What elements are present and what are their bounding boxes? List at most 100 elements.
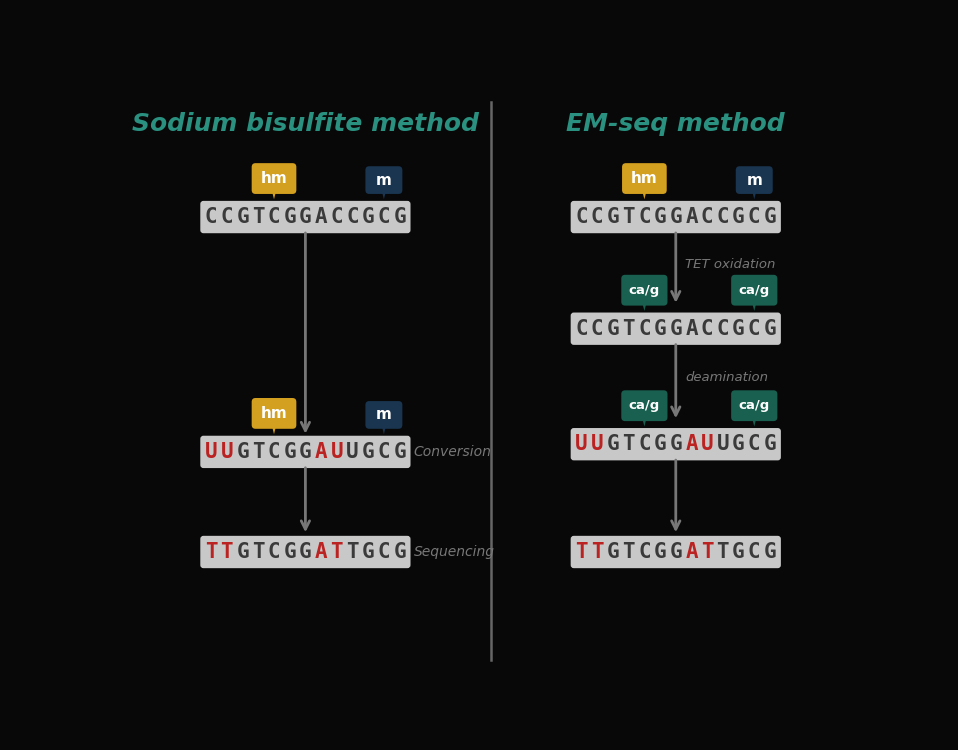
Text: C: C <box>638 542 650 562</box>
Text: G: G <box>732 542 745 562</box>
Text: C: C <box>701 207 714 227</box>
Text: G: G <box>299 207 311 227</box>
Text: T: T <box>623 319 635 339</box>
FancyBboxPatch shape <box>571 428 781 460</box>
Text: deamination: deamination <box>685 371 768 384</box>
Text: C: C <box>638 434 650 454</box>
Polygon shape <box>752 190 757 200</box>
Text: m: m <box>376 172 392 188</box>
Text: U: U <box>717 434 729 454</box>
Text: G: G <box>606 434 619 454</box>
Text: G: G <box>299 542 311 562</box>
FancyBboxPatch shape <box>622 164 667 194</box>
Text: C: C <box>717 207 729 227</box>
Text: hm: hm <box>261 171 287 186</box>
Text: G: G <box>670 319 682 339</box>
Text: TET oxidation: TET oxidation <box>685 257 775 271</box>
Text: T: T <box>346 542 359 562</box>
Text: C: C <box>717 319 729 339</box>
Text: hm: hm <box>261 406 287 421</box>
Polygon shape <box>272 190 276 200</box>
Text: G: G <box>362 442 375 462</box>
Text: C: C <box>331 207 343 227</box>
Text: T: T <box>623 207 635 227</box>
Text: U: U <box>220 442 233 462</box>
Text: ca/g: ca/g <box>739 284 770 297</box>
Text: G: G <box>284 542 296 562</box>
Polygon shape <box>642 302 647 311</box>
FancyBboxPatch shape <box>200 201 411 233</box>
Polygon shape <box>642 417 647 427</box>
FancyBboxPatch shape <box>731 390 777 421</box>
Text: A: A <box>315 442 328 462</box>
Text: C: C <box>220 207 233 227</box>
FancyBboxPatch shape <box>200 536 411 568</box>
Text: ca/g: ca/g <box>628 284 660 297</box>
Polygon shape <box>381 425 386 434</box>
Text: U: U <box>576 434 588 454</box>
Text: m: m <box>376 407 392 422</box>
Text: G: G <box>653 434 667 454</box>
Text: G: G <box>732 319 745 339</box>
Text: A: A <box>315 542 328 562</box>
Text: G: G <box>237 542 249 562</box>
FancyBboxPatch shape <box>200 436 411 468</box>
Text: G: G <box>732 434 745 454</box>
Text: T: T <box>623 542 635 562</box>
Text: G: G <box>764 434 776 454</box>
Text: G: G <box>284 442 296 462</box>
Text: C: C <box>591 207 604 227</box>
Polygon shape <box>642 190 647 200</box>
Text: C: C <box>748 319 761 339</box>
Text: C: C <box>377 442 390 462</box>
Text: T: T <box>717 542 729 562</box>
FancyBboxPatch shape <box>252 398 296 429</box>
Polygon shape <box>381 190 386 200</box>
Text: Sodium bisulfite method: Sodium bisulfite method <box>132 112 479 136</box>
Text: A: A <box>685 207 697 227</box>
Text: T: T <box>205 542 217 562</box>
Text: C: C <box>576 207 588 227</box>
FancyBboxPatch shape <box>252 164 296 194</box>
Text: C: C <box>701 319 714 339</box>
Text: G: G <box>764 542 776 562</box>
Text: T: T <box>252 442 264 462</box>
Text: T: T <box>220 542 233 562</box>
Text: ca/g: ca/g <box>739 399 770 412</box>
Text: C: C <box>267 207 281 227</box>
Text: G: G <box>394 442 406 462</box>
FancyBboxPatch shape <box>571 536 781 568</box>
Text: T: T <box>331 542 343 562</box>
Text: G: G <box>284 207 296 227</box>
Text: G: G <box>653 319 667 339</box>
Text: C: C <box>267 442 281 462</box>
Text: G: G <box>606 542 619 562</box>
Text: U: U <box>591 434 604 454</box>
Text: C: C <box>748 542 761 562</box>
Text: T: T <box>252 207 264 227</box>
Text: C: C <box>267 542 281 562</box>
Text: G: G <box>394 542 406 562</box>
Text: A: A <box>685 542 697 562</box>
Text: G: G <box>237 442 249 462</box>
Text: Sequencing: Sequencing <box>414 545 494 559</box>
Text: A: A <box>685 319 697 339</box>
FancyBboxPatch shape <box>365 166 402 194</box>
Text: EM-seq method: EM-seq method <box>566 112 786 136</box>
FancyBboxPatch shape <box>731 274 777 305</box>
Text: T: T <box>591 542 604 562</box>
Text: G: G <box>237 207 249 227</box>
Text: C: C <box>638 207 650 227</box>
FancyBboxPatch shape <box>571 201 781 233</box>
Text: m: m <box>746 172 763 188</box>
Text: C: C <box>205 207 217 227</box>
FancyBboxPatch shape <box>736 166 773 194</box>
Text: G: G <box>764 207 776 227</box>
Text: T: T <box>701 542 714 562</box>
Text: T: T <box>623 434 635 454</box>
Text: ca/g: ca/g <box>628 399 660 412</box>
Text: C: C <box>748 434 761 454</box>
Polygon shape <box>752 417 757 427</box>
Text: C: C <box>576 319 588 339</box>
Text: G: G <box>653 542 667 562</box>
